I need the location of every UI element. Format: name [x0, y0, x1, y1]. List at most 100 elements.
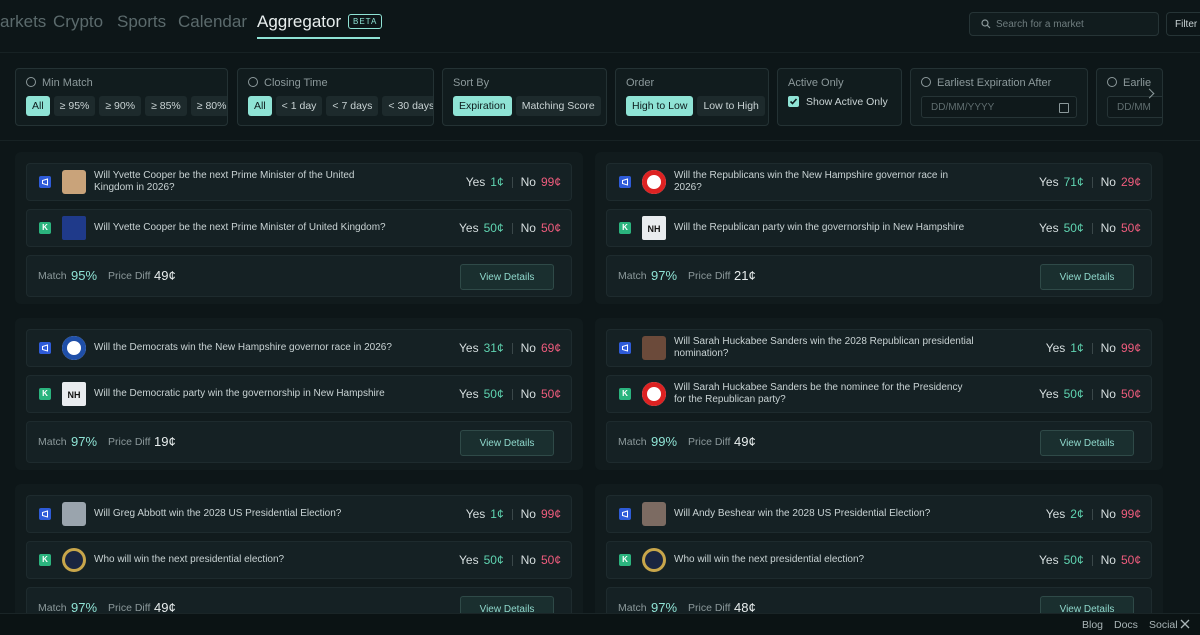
filter-option[interactable]: Matching Score [515, 96, 601, 116]
market-avatar [62, 170, 86, 194]
filter-option[interactable]: Low to High [697, 96, 765, 116]
yes-label: Yes [1045, 507, 1066, 521]
filter-option[interactable]: ≥ 90% [99, 96, 142, 116]
match-card: Will Yvette Cooper be the next Prime Min… [15, 152, 583, 304]
x-logo [1180, 619, 1190, 629]
price-separator [511, 554, 513, 566]
price-diff-label: Price Diff [108, 270, 151, 282]
filter-option[interactable]: < 1 day [275, 96, 323, 116]
filter-label: Sort By [453, 77, 489, 89]
no-price: 29¢ [1120, 175, 1141, 189]
market-avatar [62, 216, 86, 240]
yes-price: 50¢ [1063, 221, 1084, 235]
market-avatar [642, 170, 666, 194]
yes-price: 1¢ [1070, 341, 1084, 355]
yes-label: Yes [459, 553, 479, 567]
view-details-button[interactable]: View Details [1040, 430, 1134, 456]
x-icon[interactable] [1180, 619, 1190, 629]
date-input[interactable]: DD/MM/YYYY [921, 96, 1077, 118]
filter-option[interactable]: All [248, 96, 272, 116]
date-input[interactable]: DD/MM [1107, 96, 1162, 118]
view-details-button[interactable]: View Details [460, 430, 554, 456]
match-value: 97% [71, 600, 98, 615]
view-details-button[interactable]: View Details [460, 264, 554, 290]
no-price: 50¢ [540, 387, 561, 401]
market-question: Will the Democrats win the New Hampshire… [94, 342, 392, 353]
footer-link[interactable]: Social [1149, 619, 1178, 631]
price-diff-value: 49¢ [154, 268, 176, 283]
market-question: Who will win the next presidential elect… [94, 554, 285, 565]
nav-link[interactable]: Aggregator [257, 12, 342, 31]
polymarket-glyph [42, 178, 48, 186]
market-question: Will the Democratic party win the govern… [94, 388, 385, 399]
filter-option[interactable]: ≥ 80% [190, 96, 227, 116]
nav-underline [257, 37, 380, 39]
search-box[interactable]: Search for a market [969, 12, 1159, 36]
no-price: 50¢ [540, 553, 561, 567]
match-card: Will Andy Beshear win the 2028 US Presid… [595, 484, 1163, 635]
market-row[interactable]: Will Andy Beshear win the 2028 US Presid… [606, 495, 1152, 533]
yes-price: 50¢ [483, 387, 504, 401]
filter-option[interactable]: High to Low [626, 96, 694, 116]
market-icon: NH [642, 216, 666, 240]
prices: Yes 1¢ No 99¢ [466, 496, 561, 532]
filter-button[interactable]: Filter [1166, 12, 1200, 36]
filter-option[interactable]: ≥ 95% [53, 96, 96, 116]
market-row[interactable]: Will Sarah Huckabee Sanders win the 2028… [606, 329, 1152, 367]
match-value: 97% [651, 268, 678, 283]
match-label: Match [38, 270, 67, 282]
kalshi-icon: K [619, 554, 631, 566]
card-footer: Match 99% Price Diff 49¢ View Details [606, 421, 1152, 463]
no-price: 50¢ [540, 221, 561, 235]
match-label: Match [618, 436, 647, 448]
view-details-button[interactable]: View Details [1040, 264, 1134, 290]
filter-option[interactable]: < 30 days [382, 96, 433, 116]
filter-label: Closing Time [248, 77, 328, 89]
nav-link[interactable]: Crypto [53, 12, 104, 31]
market-row[interactable]: K Who will win the next presidential elec… [26, 541, 572, 579]
no-label: No [520, 387, 536, 401]
polymarket-glyph [622, 178, 628, 186]
price-separator [1091, 554, 1093, 566]
price-diff-label: Price Diff [108, 602, 151, 614]
footer-link[interactable]: Docs [1114, 619, 1138, 631]
filter-option[interactable]: < 7 days [326, 96, 379, 116]
filter-option[interactable]: Expiration [453, 96, 512, 116]
price-separator [1091, 342, 1093, 354]
price-diff-value: 48¢ [734, 600, 756, 615]
market-row[interactable]: K NH Will the Republican party win the gov… [606, 209, 1152, 247]
checkbox[interactable] [788, 96, 799, 107]
price-diff-label: Price Diff [688, 436, 731, 448]
market-row[interactable]: K Who will win the next presidential elec… [606, 541, 1152, 579]
market-avatar [642, 336, 666, 360]
market-row[interactable]: Will the Republicans win the New Hampshi… [606, 163, 1152, 201]
market-row[interactable]: K NH Will the Democratic party win the gov… [26, 375, 572, 413]
nav-link[interactable]: Calendar [178, 12, 247, 31]
market-row[interactable]: Will Yvette Cooper be the next Prime Min… [26, 163, 572, 201]
market-row[interactable]: Will the Democrats win the New Hampshire… [26, 329, 572, 367]
filter-option[interactable]: All [26, 96, 50, 116]
price-diff-value: 49¢ [734, 434, 756, 449]
polymarket-icon [39, 176, 51, 188]
market-question: Will the Republican party win the govern… [674, 222, 965, 233]
no-label: No [1100, 553, 1116, 567]
match-label: Match [618, 270, 647, 282]
nav-link[interactable]: Sports [117, 12, 167, 31]
prices: Yes 50¢ No 50¢ [1039, 210, 1141, 246]
market-row[interactable]: K Will Sarah Huckabee Sanders be the nomi… [606, 375, 1152, 413]
market-avatar [642, 548, 666, 572]
filter-option[interactable]: ≥ 85% [145, 96, 187, 116]
prices: Yes 1¢ No 99¢ [1046, 330, 1141, 366]
prices: Yes 50¢ No 50¢ [1039, 376, 1141, 412]
no-label: No [520, 341, 536, 355]
prices: Yes 50¢ No 50¢ [1039, 542, 1141, 578]
nav-link[interactable]: arkets [0, 12, 47, 31]
kalshi-icon: K [39, 388, 51, 400]
price-diff-label: Price Diff [688, 270, 731, 282]
yes-price: 50¢ [483, 553, 504, 567]
no-label: No [1100, 221, 1116, 235]
market-row[interactable]: Will Greg Abbott win the 2028 US Preside… [26, 495, 572, 533]
filter-label: Earliest Expiration After [921, 77, 1051, 89]
footer-link[interactable]: Blog [1082, 619, 1104, 631]
market-row[interactable]: K Will Yvette Cooper be the next Prime Mi… [26, 209, 572, 247]
